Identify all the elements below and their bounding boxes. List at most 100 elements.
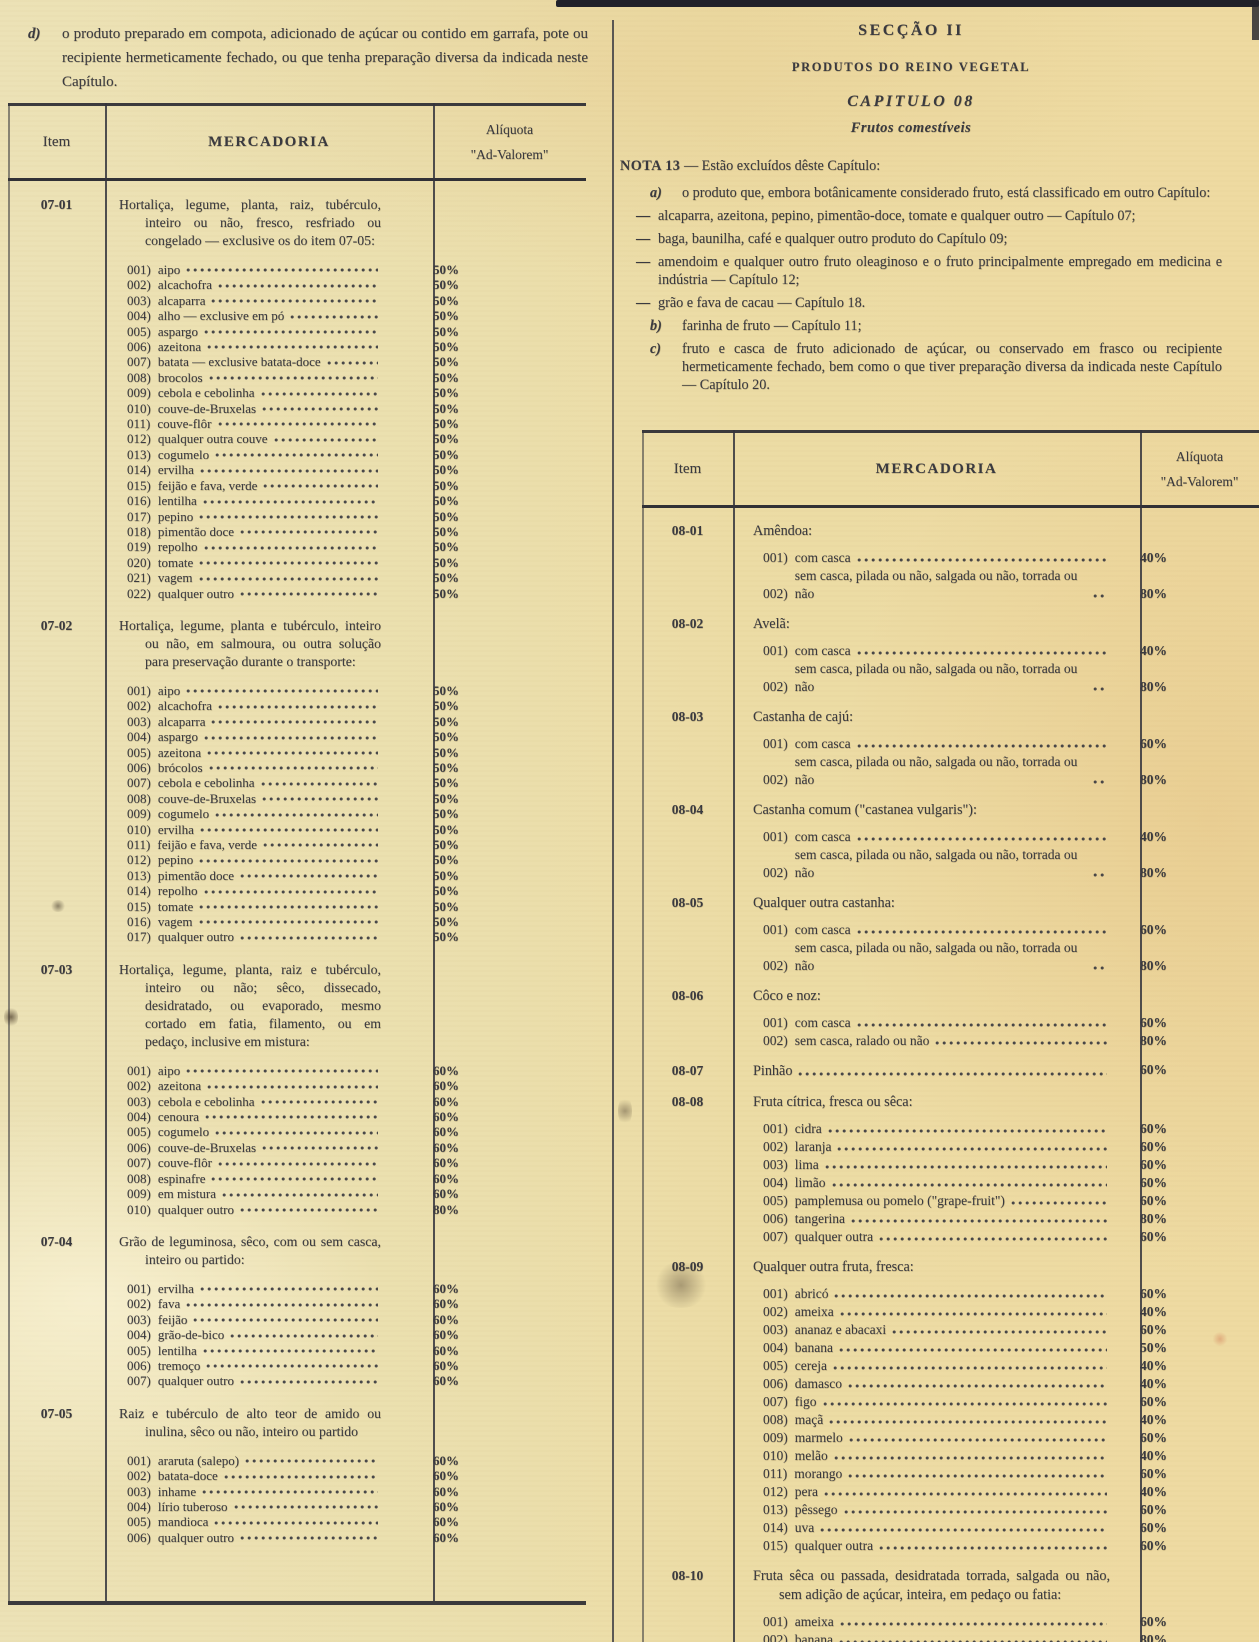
item-name: ervilha <box>157 1280 194 1296</box>
item-name: marmelo <box>794 1430 843 1445</box>
tariff-item-row: 022) qualquer outro 50% <box>8 586 586 601</box>
dot-leader <box>837 1143 1107 1155</box>
tariff-item-row: 004) banana 50% <box>642 1339 1259 1357</box>
section-rate-value <box>1118 1093 1259 1112</box>
item-name: alcachofra <box>157 698 212 714</box>
rate-value: 50% <box>433 277 459 293</box>
note-item: — baga, baunilha, café e qualquer outro p… <box>620 230 1222 248</box>
tariff-item-row: 014) ervilha 50% <box>8 462 586 477</box>
rate-value: 50% <box>433 262 459 277</box>
item-name: azeitona <box>157 1078 202 1094</box>
chapter-title: CAPITULO 08 <box>847 93 975 110</box>
section-rate-value <box>1118 987 1259 1006</box>
tariff-item-row: 002) alcachofra 50% <box>8 277 586 292</box>
tariff-item-row: 005) mandioca 60% <box>8 1514 586 1529</box>
section-description: Qualquer outra castanha: <box>753 894 1110 913</box>
tariff-item-row: 010) qualquer outro 80% <box>8 1202 586 1217</box>
item-name: couve-flôr <box>157 1155 212 1171</box>
note-item: — alcaparra, azeitona, pepino, pimentão-d… <box>620 207 1222 225</box>
rate-value: 80% <box>433 1201 459 1217</box>
item-number: 002) <box>127 698 151 714</box>
section-code: 08-09 <box>671 1259 704 1274</box>
dot-leader <box>879 1542 1107 1554</box>
rate-value: 60% <box>433 1342 459 1358</box>
item-number: 001) <box>763 1286 788 1301</box>
dot-leader <box>847 1380 1107 1392</box>
item-name: fava <box>157 1296 181 1312</box>
item-number: 012) <box>127 431 151 447</box>
dot-leader <box>843 1506 1107 1518</box>
item-name: cebola e cebolinha <box>157 1093 255 1109</box>
item-number: 005) <box>763 1358 788 1373</box>
section-description: Castanha de cajú: <box>753 708 1110 727</box>
item-name: ananaz e abacaxi <box>794 1322 887 1337</box>
rate-value: 50% <box>433 852 459 868</box>
item-list: 001) com casca 40% 002) sem casca, pilada ou… <box>642 549 1259 603</box>
rate-value: 60% <box>1140 922 1167 937</box>
dot-leader <box>856 926 1107 938</box>
tariff-item-row: 006) damasco 40% <box>642 1375 1259 1393</box>
item-number: 010) <box>127 1201 151 1217</box>
note-item-text: amendoim e qualquer outro fruto oleagino… <box>658 254 1222 288</box>
tariff-section: 07-02 Hortaliça, legume, planta e tubércu… <box>8 617 586 945</box>
tariff-item-row: 003) feijão 60% <box>8 1312 586 1327</box>
item-name: com casca <box>794 643 851 658</box>
item-number: 009) <box>127 385 151 401</box>
rate-value: 50% <box>433 523 459 539</box>
tariff-item-row: 015) feijão e fava, verde 50% <box>8 478 586 493</box>
item-name: couve-de-Bruxelas <box>157 400 257 416</box>
item-number: 009) <box>127 1186 151 1202</box>
section-rate-value <box>1118 522 1259 541</box>
section-code: 07-01 <box>40 197 73 212</box>
item-number: 001) <box>763 550 788 565</box>
note-item: a) o produto que, embora botânicamente co… <box>620 184 1222 202</box>
rate-value: 60% <box>433 1062 459 1078</box>
dot-leader <box>798 1068 1107 1080</box>
dot-leader <box>839 1308 1107 1320</box>
rate-value: 60% <box>1140 1394 1167 1409</box>
dot-leader <box>892 1326 1107 1338</box>
dot-leader <box>211 295 378 308</box>
section-description-text: Raiz e tubérculo de alto teor de amido o… <box>119 1405 381 1439</box>
dot-leader <box>856 1019 1107 1031</box>
tariff-item-row: 005) lentilha 60% <box>8 1343 586 1358</box>
note-item-text: grão e fava de cacau — Capítulo 18. <box>658 295 866 311</box>
tariff-section: 08-05 Qualquer outra castanha: 001) com cas… <box>642 894 1259 975</box>
item-number: 002) <box>127 1468 151 1484</box>
dot-leader <box>230 1329 378 1342</box>
rate-value: 50% <box>433 446 459 462</box>
rate-value: 80% <box>1140 1632 1167 1642</box>
item-name: uva <box>794 1520 815 1535</box>
rate-value: 60% <box>433 1311 459 1327</box>
item-number: 001) <box>763 643 788 658</box>
section-description: Hortaliça, legume, planta, raiz e tubérc… <box>119 961 381 1051</box>
dot-leader <box>217 279 378 292</box>
tariff-item-row: 011) morango 60% <box>642 1465 1259 1483</box>
dot-leader <box>856 740 1107 752</box>
header-mercadoria: MERCADORIA <box>208 133 330 150</box>
item-name: feijão e fava, verde <box>157 837 257 852</box>
tariff-item-row: 001) ervilha 60% <box>8 1281 586 1296</box>
dot-leader <box>208 762 378 775</box>
right-column-headings: SECÇÃO II PRODUTOS DO REINO VEGETAL CAPI… <box>632 22 1190 137</box>
tariff-item-row: 006) azeitona 50% <box>8 339 586 354</box>
section-description-text: Hortaliça, legume, planta, raiz e tubérc… <box>119 961 381 1049</box>
item-list: 001) araruta (salepo) 60% 002) batata-doce 60… <box>8 1453 586 1545</box>
tariff-item-row: 008) espinafre 60% <box>8 1171 586 1186</box>
tariff-item-row: 004) alho — exclusive em pó 50% <box>8 308 586 323</box>
note-item-label: a) <box>650 185 662 201</box>
item-name: ervilha <box>157 821 194 837</box>
dot-leader <box>1093 869 1107 881</box>
item-name: qualquer outro <box>157 1529 235 1545</box>
dot-leader <box>211 716 378 729</box>
item-number: 005) <box>127 323 151 339</box>
rate-value: 50% <box>433 821 459 837</box>
rate-value: 50% <box>433 775 459 791</box>
dot-leader <box>214 1516 378 1529</box>
tariff-item-row: 007) couve-flôr 60% <box>8 1155 586 1170</box>
dot-leader <box>935 1037 1107 1049</box>
item-name: lentilha <box>157 493 197 509</box>
section-header-row: 08-01 Amêndoa: <box>642 522 1259 541</box>
item-list: 001) ervilha 60% 002) fava 60% 003) feijão 60% 00… <box>8 1281 586 1389</box>
